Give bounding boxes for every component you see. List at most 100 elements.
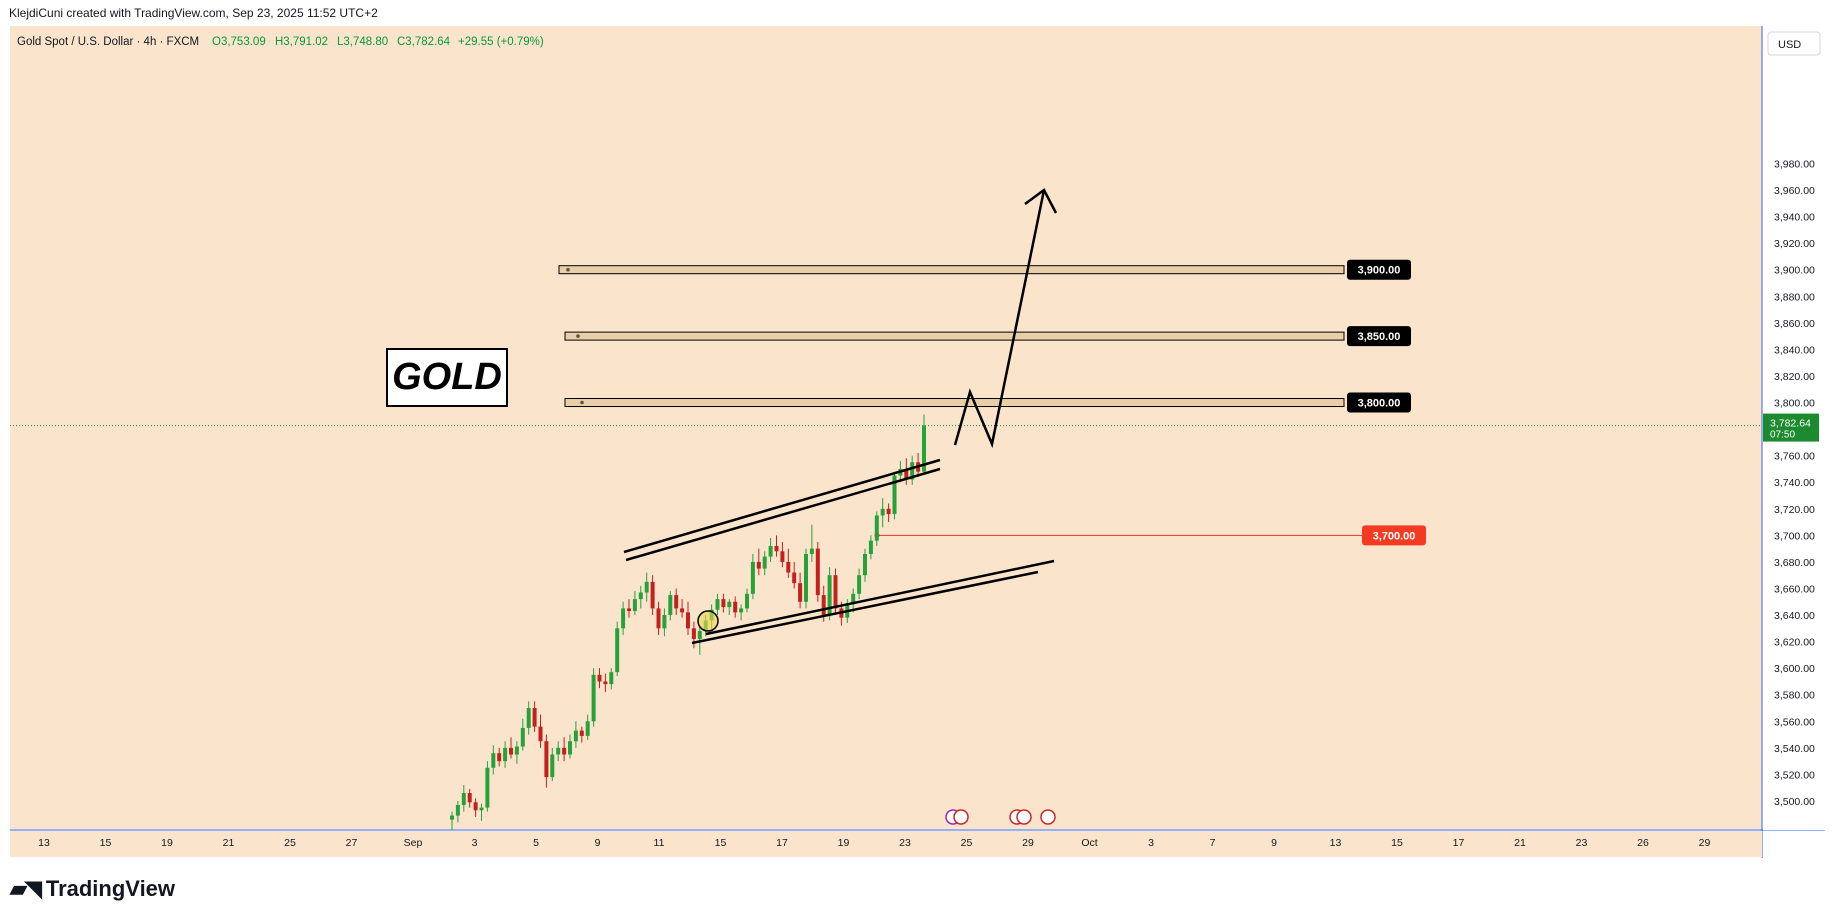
candle[interactable] xyxy=(910,455,915,485)
candle[interactable] xyxy=(804,548,808,609)
candle[interactable] xyxy=(904,458,909,485)
candle[interactable] xyxy=(491,745,496,775)
target-level-anchor xyxy=(566,267,570,272)
candle[interactable] xyxy=(809,524,814,562)
event-icon[interactable] xyxy=(1016,809,1032,825)
target-level-zone[interactable] xyxy=(564,398,1345,408)
candle[interactable] xyxy=(774,535,779,557)
candle[interactable] xyxy=(568,734,572,759)
candle-body xyxy=(857,575,862,594)
candle[interactable] xyxy=(739,604,744,621)
candle[interactable] xyxy=(597,668,602,689)
candle[interactable] xyxy=(573,721,578,748)
candle[interactable] xyxy=(786,548,791,578)
candle[interactable] xyxy=(450,811,454,831)
candle[interactable] xyxy=(603,673,608,693)
candle[interactable] xyxy=(892,471,897,520)
candle[interactable] xyxy=(750,553,755,600)
candle[interactable] xyxy=(562,737,567,762)
candle[interactable] xyxy=(650,575,655,616)
candle[interactable] xyxy=(615,621,620,677)
candle[interactable] xyxy=(792,561,797,589)
candle-body xyxy=(450,815,454,820)
candle-body xyxy=(727,601,732,608)
target-level-zone[interactable] xyxy=(564,331,1345,341)
candle[interactable] xyxy=(715,593,720,616)
candle-body xyxy=(851,593,856,605)
candle[interactable] xyxy=(503,741,508,768)
x-tick-label: 5 xyxy=(533,837,539,849)
candle[interactable] xyxy=(579,726,584,743)
candle[interactable] xyxy=(768,538,773,562)
candle[interactable] xyxy=(733,596,738,618)
candle[interactable] xyxy=(514,741,519,764)
candle[interactable] xyxy=(556,741,561,762)
candle[interactable] xyxy=(627,599,631,618)
candle[interactable] xyxy=(662,608,667,637)
tradingview-logo-text: TradingView xyxy=(45,876,176,901)
candle[interactable] xyxy=(745,588,749,613)
candle[interactable] xyxy=(467,789,472,808)
candle[interactable] xyxy=(815,541,820,602)
event-icon[interactable] xyxy=(953,809,969,825)
tradingview-logo[interactable]: ▰◥ TradingView xyxy=(10,876,175,902)
event-icon[interactable] xyxy=(1040,809,1056,825)
candle[interactable] xyxy=(827,567,832,621)
currency-button[interactable] xyxy=(1767,31,1821,56)
candle[interactable] xyxy=(727,599,732,616)
candle[interactable] xyxy=(780,541,785,568)
candle[interactable] xyxy=(497,747,502,767)
chart-pane[interactable] xyxy=(10,26,1762,829)
candle-body xyxy=(798,583,803,602)
candle[interactable] xyxy=(473,798,478,817)
candle[interactable] xyxy=(721,593,726,613)
candle[interactable] xyxy=(455,801,460,823)
candle[interactable] xyxy=(621,601,626,635)
candle[interactable] xyxy=(479,803,484,821)
candle[interactable] xyxy=(686,601,690,635)
candle[interactable] xyxy=(880,498,885,528)
candle[interactable] xyxy=(874,511,879,546)
candle[interactable] xyxy=(638,585,643,609)
candle[interactable] xyxy=(863,548,867,582)
candle[interactable] xyxy=(461,785,466,812)
candle[interactable] xyxy=(798,572,803,609)
candle-body xyxy=(638,592,643,600)
candle[interactable] xyxy=(609,668,614,690)
chart-credit: KlejdiCuni created with TradingView.com,… xyxy=(9,6,378,20)
candle[interactable] xyxy=(591,668,596,727)
title-box[interactable] xyxy=(386,348,508,407)
x-tick-label: 17 xyxy=(776,837,788,849)
candle[interactable] xyxy=(762,551,767,576)
candle[interactable] xyxy=(538,714,543,748)
candle[interactable] xyxy=(674,588,679,616)
candle[interactable] xyxy=(857,568,862,600)
legend-close: C3,782.64 xyxy=(397,36,451,48)
x-tick-label: 26 xyxy=(1637,837,1649,849)
candle-body xyxy=(556,747,561,755)
candle[interactable] xyxy=(550,747,555,782)
candle[interactable] xyxy=(532,701,537,732)
candle[interactable] xyxy=(585,714,590,740)
economic-events[interactable] xyxy=(945,809,1056,825)
candle-body xyxy=(491,753,496,768)
candle[interactable] xyxy=(886,503,891,523)
candle[interactable] xyxy=(756,548,761,576)
candle[interactable] xyxy=(656,601,661,635)
candle[interactable] xyxy=(868,535,873,560)
candle[interactable] xyxy=(509,737,513,759)
candle-body xyxy=(562,747,567,755)
candle[interactable] xyxy=(526,701,531,735)
candle[interactable] xyxy=(644,572,649,602)
target-level-zone[interactable] xyxy=(558,265,1345,275)
candle[interactable] xyxy=(544,734,549,788)
time-axis-pane[interactable] xyxy=(10,831,1762,857)
candle[interactable] xyxy=(851,588,856,613)
candle[interactable] xyxy=(485,761,490,812)
candle[interactable] xyxy=(520,718,525,751)
candle-body xyxy=(573,730,578,742)
candle[interactable] xyxy=(668,591,673,621)
candle[interactable] xyxy=(680,599,685,618)
candle[interactable] xyxy=(632,591,637,616)
